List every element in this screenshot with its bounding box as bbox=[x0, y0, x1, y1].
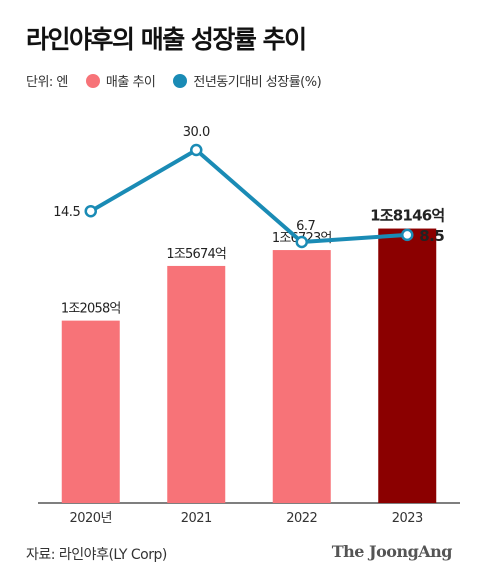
growth-point-0 bbox=[84, 204, 97, 218]
bar-1 bbox=[167, 265, 226, 503]
bar-label-0: 1조2058억 bbox=[61, 302, 121, 317]
legend-unit: 단위: 엔 bbox=[26, 75, 68, 90]
x-tick-label-0: 2020년 bbox=[69, 511, 112, 526]
page-title: 라인야후의 매출 성장률 추이 bbox=[26, 25, 307, 54]
bar-2 bbox=[272, 250, 331, 503]
growth-point-1 bbox=[190, 143, 203, 157]
bar-label-1: 1조5674억 bbox=[166, 247, 226, 262]
source-note: 자료: 라인야후(LY Corp) bbox=[26, 547, 167, 563]
growth-point-3 bbox=[401, 228, 414, 242]
x-tick-label-2: 2022 bbox=[286, 511, 317, 526]
legend-swatch-growth bbox=[173, 73, 188, 88]
x-tick-label-1: 2021 bbox=[181, 511, 212, 526]
bar-3 bbox=[378, 228, 437, 503]
bar-label-3: 1조8146억 bbox=[370, 207, 444, 225]
brand-logo: The JoongAng bbox=[331, 542, 453, 561]
legend-swatch-sales bbox=[85, 73, 100, 88]
growth-line bbox=[88, 148, 410, 244]
growth-label-3: 8.5 bbox=[419, 227, 444, 245]
legend-item-growth: 전년동기대비 성장률(%) bbox=[173, 71, 322, 90]
bar-0 bbox=[61, 320, 120, 503]
legend-label-sales: 매출 추이 bbox=[105, 75, 156, 90]
legend-label-growth: 전년동기대비 성장률(%) bbox=[193, 75, 322, 90]
growth-label-2: 6.7 bbox=[296, 219, 315, 234]
growth-point-2 bbox=[295, 235, 308, 249]
legend: 단위: 엔 매출 추이 전년동기대비 성장률(%) bbox=[26, 71, 339, 90]
growth-label-0: 14.5 bbox=[53, 205, 80, 220]
growth-label-1: 30.0 bbox=[183, 125, 210, 140]
x-tick-label-3: 2023 bbox=[392, 511, 423, 526]
legend-item-sales: 매출 추이 bbox=[85, 71, 156, 90]
